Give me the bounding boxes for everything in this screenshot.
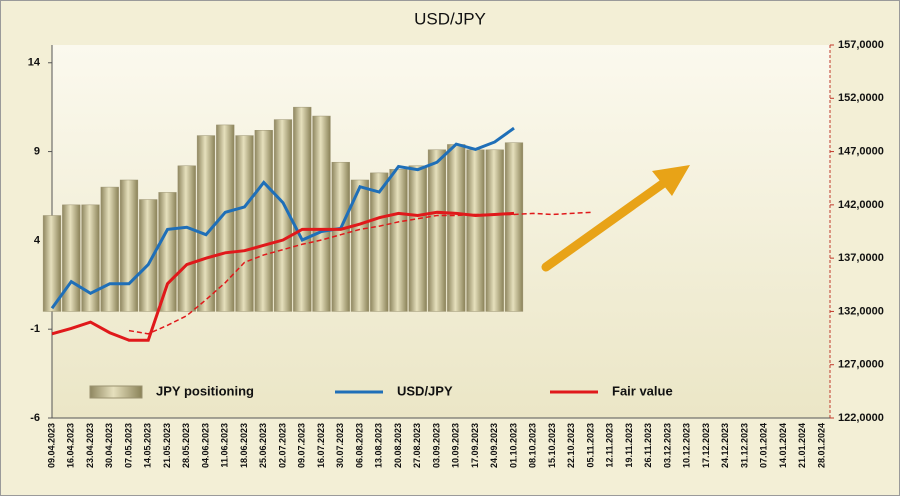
bar xyxy=(81,204,100,312)
x-tick-label: 09.04.2023 xyxy=(46,423,56,468)
bar xyxy=(350,179,370,312)
x-tick-label: 13.08.2023 xyxy=(374,423,384,468)
bar xyxy=(42,215,62,312)
x-tick-label: 30.04.2023 xyxy=(104,423,114,468)
legend-label: JPY positioning xyxy=(156,383,254,398)
x-tick-label: 10.09.2023 xyxy=(451,423,461,468)
bar xyxy=(370,172,389,312)
bar xyxy=(389,169,408,312)
y2-tick-label: 127,0000 xyxy=(838,359,884,371)
x-tick-label: 25.06.2023 xyxy=(258,423,268,468)
x-tick-label: 17.12.2023 xyxy=(701,423,711,468)
dashed-line xyxy=(128,211,592,335)
bar xyxy=(466,149,485,312)
chart-title: USD/JPY xyxy=(414,9,486,28)
x-tick-label: 06.08.2023 xyxy=(354,423,364,468)
y2-tick-label: 142,0000 xyxy=(838,199,884,211)
x-tick-label: 30.07.2023 xyxy=(335,423,345,468)
bar xyxy=(158,192,177,312)
x-tick-label: 19.11.2023 xyxy=(624,423,634,468)
bar xyxy=(62,204,81,312)
x-tick-label: 01.10.2023 xyxy=(508,423,518,468)
x-tick-label: 09.07.2023 xyxy=(297,423,307,468)
x-tick-label: 04.06.2023 xyxy=(200,423,210,468)
x-tick-label: 05.11.2023 xyxy=(585,423,595,468)
y2-tick-label: 132,0000 xyxy=(838,305,884,317)
x-tick-label: 10.12.2023 xyxy=(682,423,692,468)
y-tick-label: -6 xyxy=(30,412,40,424)
y2-tick-label: 152,0000 xyxy=(838,92,884,104)
x-tick-label: 12.11.2023 xyxy=(605,423,615,468)
bar xyxy=(235,135,254,312)
bar xyxy=(273,119,293,312)
x-tick-label: 07.01.2024 xyxy=(759,423,769,468)
line xyxy=(50,126,515,310)
bar xyxy=(312,115,331,312)
x-tick-label: 11.06.2023 xyxy=(220,423,230,468)
bar xyxy=(485,149,504,312)
x-tick-label: 22.10.2023 xyxy=(566,423,576,468)
bar xyxy=(447,144,466,312)
x-tick-label: 24.09.2023 xyxy=(489,423,499,468)
bar xyxy=(100,186,119,312)
legend-label: USD/JPY xyxy=(397,383,453,398)
x-tick-label: 14.01.2024 xyxy=(778,423,788,468)
y-tick-label: 14 xyxy=(28,57,41,69)
x-tick-label: 28.01.2024 xyxy=(816,423,826,468)
x-tick-label: 24.12.2023 xyxy=(720,423,730,468)
x-tick-label: 15.10.2023 xyxy=(547,423,557,468)
bar xyxy=(119,179,139,312)
bar xyxy=(177,165,196,312)
x-tick-label: 21.05.2023 xyxy=(162,423,172,468)
bar xyxy=(216,124,235,312)
bar xyxy=(427,149,447,312)
bar xyxy=(139,199,158,312)
legend-label: Fair value xyxy=(612,383,673,398)
trend-arrow xyxy=(541,165,690,272)
x-tick-label: 20.08.2023 xyxy=(393,423,403,468)
y-tick-label: 4 xyxy=(34,234,41,246)
bar xyxy=(408,165,427,312)
x-tick-label: 21.01.2024 xyxy=(797,423,807,468)
bar xyxy=(504,142,524,312)
x-tick-label: 03.09.2023 xyxy=(431,423,441,468)
x-tick-label: 26.11.2023 xyxy=(643,423,653,468)
x-tick-label: 16.07.2023 xyxy=(316,423,326,468)
x-tick-label: 31.12.2023 xyxy=(739,423,749,468)
x-tick-label: 08.10.2023 xyxy=(528,423,538,468)
y-tick-label: -1 xyxy=(30,323,40,335)
bar xyxy=(254,130,273,312)
bar xyxy=(331,161,350,312)
x-tick-label: 16.04.2023 xyxy=(66,423,76,468)
x-tick-label: 02.07.2023 xyxy=(277,423,287,468)
line xyxy=(51,210,515,342)
x-tick-label: 07.05.2023 xyxy=(123,423,133,468)
legend-swatch xyxy=(89,385,143,399)
x-tick-label: 27.08.2023 xyxy=(412,423,422,468)
y2-tick-label: 147,0000 xyxy=(838,145,884,157)
x-tick-label: 03.12.2023 xyxy=(662,423,672,468)
x-tick-label: 23.04.2023 xyxy=(85,423,95,468)
y2-tick-label: 122,0000 xyxy=(838,412,884,424)
x-tick-label: 28.05.2023 xyxy=(181,423,191,468)
y-tick-label: 9 xyxy=(34,145,40,157)
x-tick-label: 14.05.2023 xyxy=(143,423,153,468)
y2-tick-label: 137,0000 xyxy=(838,252,884,264)
y2-tick-label: 157,0000 xyxy=(838,39,884,51)
x-tick-label: 17.09.2023 xyxy=(470,423,480,468)
bar xyxy=(196,135,216,312)
x-tick-label: 18.06.2023 xyxy=(239,423,249,468)
bar xyxy=(293,106,312,312)
